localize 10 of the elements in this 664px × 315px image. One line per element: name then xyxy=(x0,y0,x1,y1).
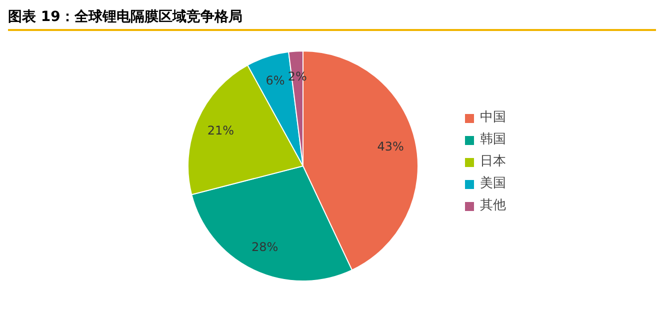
legend-label: 韩国 xyxy=(480,131,506,149)
data-label: 43% xyxy=(377,139,404,154)
legend-label: 日本 xyxy=(480,153,506,171)
legend-label: 中国 xyxy=(480,109,506,127)
data-label: 6% xyxy=(266,74,285,88)
chart-title: 图表 19：全球锂电隔膜区域竞争格局 xyxy=(8,8,656,31)
data-label: 28% xyxy=(251,240,278,254)
data-label: 21% xyxy=(207,123,234,138)
legend-label: 其他 xyxy=(480,197,506,215)
legend-label: 美国 xyxy=(480,175,506,193)
